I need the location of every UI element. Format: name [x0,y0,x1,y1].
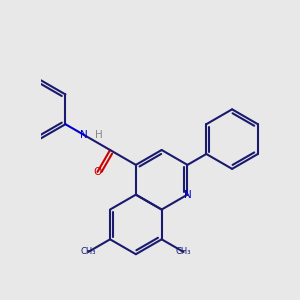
Text: H: H [95,130,103,140]
Text: N: N [184,190,191,200]
Text: O: O [93,167,102,177]
Text: N: N [80,130,88,140]
Text: CH₃: CH₃ [80,248,96,256]
Text: CH₃: CH₃ [176,248,191,256]
